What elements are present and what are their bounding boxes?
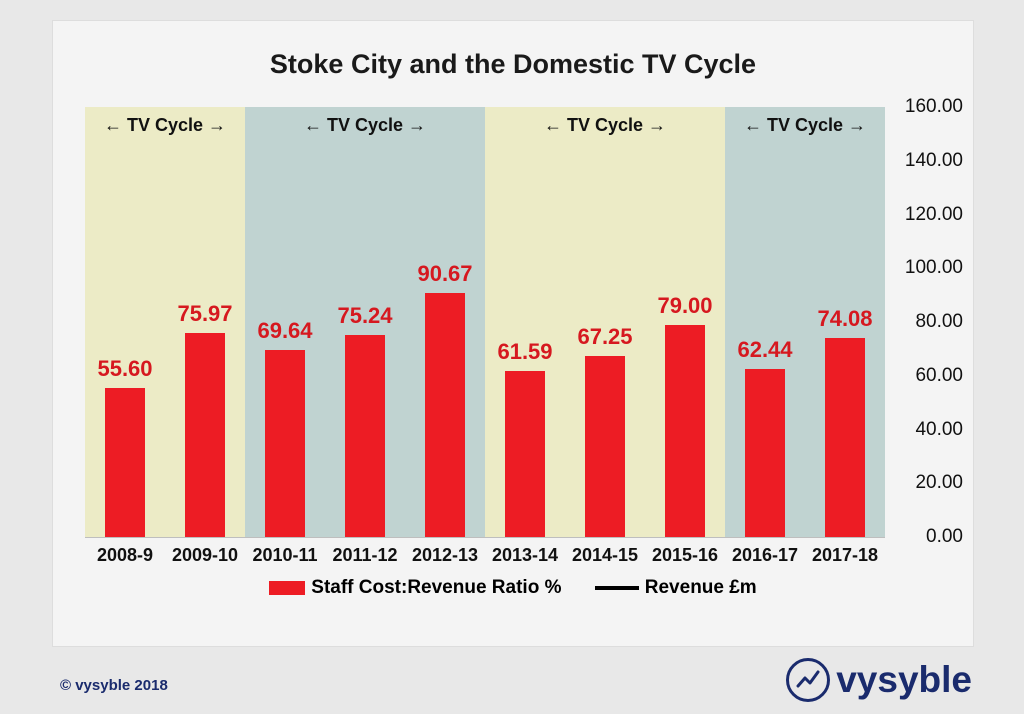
bar-value-label: 74.08: [805, 306, 885, 332]
y-axis-tick: 100.00: [897, 257, 963, 279]
tv-cycle-label: ← TV Cycle →: [485, 115, 725, 136]
bar: [185, 333, 225, 537]
bar: [425, 293, 465, 537]
tv-cycle-label: ← TV Cycle →: [85, 115, 245, 136]
x-axis-label: 2012-13: [405, 545, 485, 566]
brand-logo: vysyble: [786, 658, 972, 702]
y-axis-tick: 40.00: [897, 419, 963, 441]
chart-container: Stoke City and the Domestic TV Cycle ← T…: [52, 20, 974, 647]
y-axis-tick: 120.00: [897, 204, 963, 226]
x-axis-label: 2013-14: [485, 545, 565, 566]
bar-value-label: 62.44: [725, 337, 805, 363]
bar: [105, 388, 145, 537]
bar-value-label: 75.97: [165, 301, 245, 327]
legend-swatch-bars: [269, 581, 305, 595]
tv-cycle-label: ← TV Cycle →: [725, 115, 885, 136]
bar-value-label: 61.59: [485, 339, 565, 365]
bar: [825, 338, 865, 537]
bar-value-label: 55.60: [85, 356, 165, 382]
brand-text: vysyble: [836, 659, 972, 701]
bar-value-label: 90.67: [405, 261, 485, 287]
x-axis-label: 2008-9: [85, 545, 165, 566]
copyright: © vysyble 2018: [60, 677, 168, 694]
bar: [665, 325, 705, 537]
brand-icon: [786, 658, 830, 702]
tv-cycle-label: ← TV Cycle →: [245, 115, 485, 136]
x-axis-label: 2016-17: [725, 545, 805, 566]
bar: [345, 335, 385, 537]
bar: [265, 350, 305, 537]
y-axis-tick: 0.00: [897, 526, 963, 548]
legend: Staff Cost:Revenue Ratio % Revenue £m: [53, 577, 973, 599]
y-axis-tick: 80.00: [897, 311, 963, 333]
legend-swatch-line: [595, 586, 639, 590]
x-axis-label: 2011-12: [325, 545, 405, 566]
x-axis-label: 2017-18: [805, 545, 885, 566]
bar: [745, 369, 785, 537]
bar-value-label: 69.64: [245, 318, 325, 344]
bar-value-label: 67.25: [565, 324, 645, 350]
legend-label-bars: Staff Cost:Revenue Ratio %: [311, 577, 561, 598]
y-axis-tick: 20.00: [897, 472, 963, 494]
y-axis-tick: 140.00: [897, 150, 963, 172]
bar-value-label: 79.00: [645, 293, 725, 319]
y-axis-tick: 60.00: [897, 365, 963, 387]
chart-title: Stoke City and the Domestic TV Cycle: [53, 49, 973, 80]
plot-area: ← TV Cycle →← TV Cycle →← TV Cycle →← TV…: [85, 107, 885, 537]
legend-label-line: Revenue £m: [645, 577, 757, 598]
x-axis-label: 2009-10: [165, 545, 245, 566]
bar-value-label: 75.24: [325, 303, 405, 329]
y-axis-tick: 160.00: [897, 96, 963, 118]
bar: [505, 371, 545, 537]
x-axis-label: 2010-11: [245, 545, 325, 566]
x-axis-label: 2014-15: [565, 545, 645, 566]
bar: [585, 356, 625, 537]
x-axis-label: 2015-16: [645, 545, 725, 566]
